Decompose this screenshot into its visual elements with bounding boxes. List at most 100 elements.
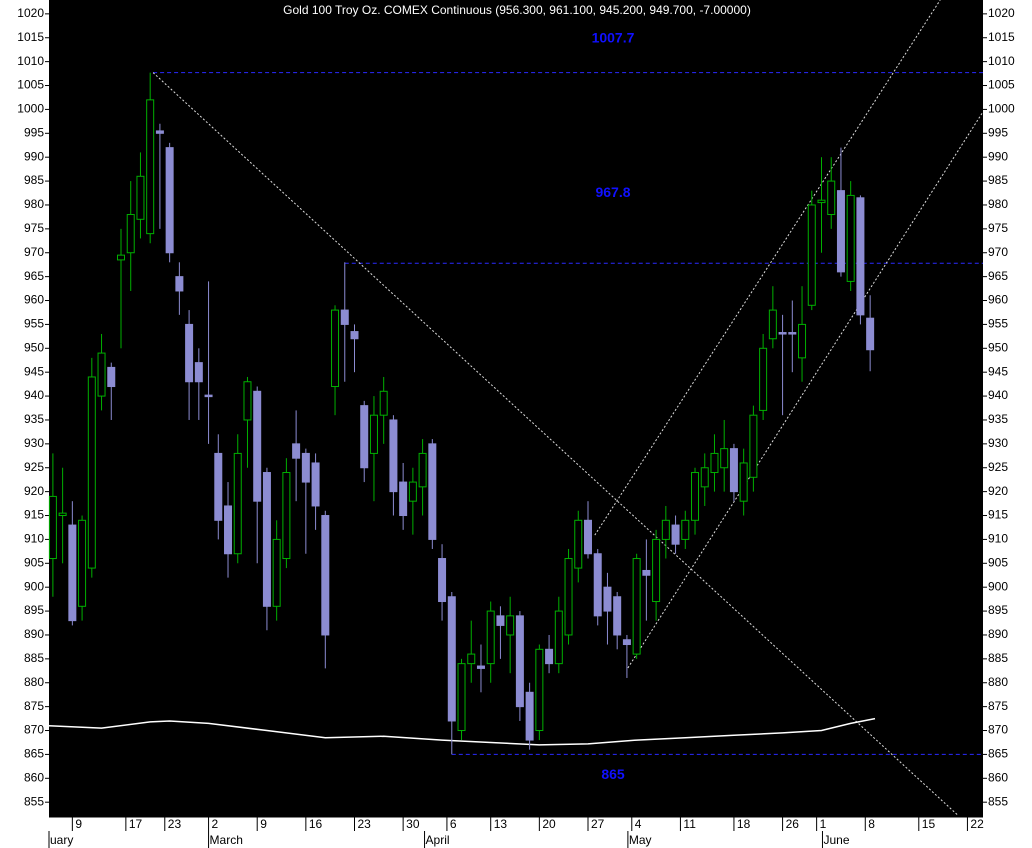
y-tick-label: 955 — [24, 317, 44, 331]
candle-body — [476, 665, 485, 669]
candle-body — [496, 615, 505, 626]
y-tick-label: 905 — [988, 555, 1008, 569]
candle-body — [321, 515, 330, 636]
candle-body — [428, 443, 437, 540]
y-tick-label: 915 — [24, 508, 44, 522]
candle-body — [593, 553, 602, 617]
candle-body — [350, 331, 359, 340]
y-tick-label: 980 — [988, 197, 1008, 211]
y-tick-label: 900 — [988, 579, 1008, 593]
candle-body — [204, 394, 213, 398]
y-tick-label: 910 — [988, 532, 1008, 546]
x-tick-label: 27 — [591, 817, 605, 831]
candle-body — [87, 376, 96, 569]
y-tick-label: 1010 — [988, 54, 1015, 68]
candle-body — [68, 524, 77, 622]
candle-body — [331, 309, 340, 388]
month-label: March — [210, 833, 243, 847]
x-tick-label: 2 — [212, 817, 219, 831]
chart-title: Gold 100 Troy Oz. COMEX Continuous (956.… — [283, 3, 751, 17]
candle-body — [447, 596, 456, 722]
y-tick-label: 875 — [24, 699, 44, 713]
y-tick-label: 895 — [24, 603, 44, 617]
candle-body — [671, 524, 680, 545]
candle-body — [681, 519, 690, 540]
candle-body — [729, 448, 738, 493]
y-tick-label: 950 — [24, 340, 44, 354]
candle-body — [856, 197, 865, 316]
y-tick-label: 960 — [24, 293, 44, 307]
y-tick-label: 955 — [988, 317, 1008, 331]
y-tick-label: 890 — [988, 627, 1008, 641]
candle-body — [554, 610, 563, 665]
candle-body — [136, 175, 145, 220]
x-tick-label: 17 — [129, 817, 143, 831]
candle-body — [836, 190, 845, 273]
x-tick-label: 8 — [868, 817, 875, 831]
candle-body — [778, 332, 787, 335]
y-tick-label: 985 — [988, 173, 1008, 187]
candle-body — [214, 452, 223, 521]
candle-body — [817, 199, 826, 204]
candle-body — [749, 414, 758, 478]
x-tick-label: 20 — [542, 817, 556, 831]
candle-body — [632, 558, 641, 655]
x-tick-label: 18 — [737, 817, 751, 831]
y-tick-label: 880 — [24, 675, 44, 689]
candle-body — [233, 452, 242, 555]
candle-body — [175, 276, 184, 292]
x-tick-label: 4 — [635, 817, 642, 831]
y-tick-label: 970 — [988, 245, 1008, 259]
y-tick-label: 935 — [988, 412, 1008, 426]
candle-body — [107, 366, 116, 388]
candle-body — [642, 569, 651, 576]
month-label: June — [823, 833, 849, 847]
y-tick-label: 1000 — [988, 102, 1015, 116]
y-tick-label: 995 — [988, 125, 1008, 139]
y-tick-label: 900 — [24, 579, 44, 593]
x-tick-label: 15 — [922, 817, 936, 831]
candle-body — [58, 512, 67, 517]
candle-body — [292, 443, 301, 459]
candle-body — [691, 472, 700, 521]
y-tick-label: 1020 — [988, 6, 1015, 20]
y-tick-label: 870 — [24, 723, 44, 737]
candle-body — [389, 419, 398, 493]
candle-body — [827, 180, 836, 216]
candle-body — [399, 481, 408, 517]
y-tick-label: 995 — [24, 125, 44, 139]
y-tick-label: 945 — [24, 364, 44, 378]
candle-body — [369, 414, 378, 454]
y-tick-label: 860 — [24, 770, 44, 784]
y-tick-label: 910 — [24, 532, 44, 546]
y-tick-label: 1020 — [17, 6, 44, 20]
trend-line — [627, 111, 983, 669]
x-tick-label: 13 — [494, 817, 508, 831]
y-tick-label: 920 — [988, 484, 1008, 498]
y-tick-label: 865 — [24, 747, 44, 761]
y-tick-label: 975 — [988, 221, 1008, 235]
y-tick-label: 895 — [988, 603, 1008, 617]
candle-body — [282, 472, 291, 560]
y-tick-label: 875 — [988, 699, 1008, 713]
candle-body — [788, 332, 797, 335]
x-tick-label: 6 — [450, 817, 457, 831]
y-tick-label: 1000 — [17, 102, 44, 116]
x-tick-label: 30 — [406, 817, 420, 831]
y-tick-label: 1005 — [17, 78, 44, 92]
candle-body — [272, 538, 281, 607]
y-tick-label: 950 — [988, 340, 1008, 354]
candle-body — [418, 452, 427, 488]
candle-body — [340, 309, 349, 325]
y-tick-label: 965 — [24, 269, 44, 283]
x-tick-label: 26 — [786, 817, 800, 831]
candle-body — [185, 323, 194, 383]
candle-body — [866, 317, 875, 351]
x-tick-label: 9 — [260, 817, 267, 831]
y-tick-label: 980 — [24, 197, 44, 211]
candle-body — [710, 452, 719, 474]
y-tick-label: 975 — [24, 221, 44, 235]
level-label: 967.8 — [595, 184, 630, 200]
x-tick-label: 23 — [168, 817, 182, 831]
